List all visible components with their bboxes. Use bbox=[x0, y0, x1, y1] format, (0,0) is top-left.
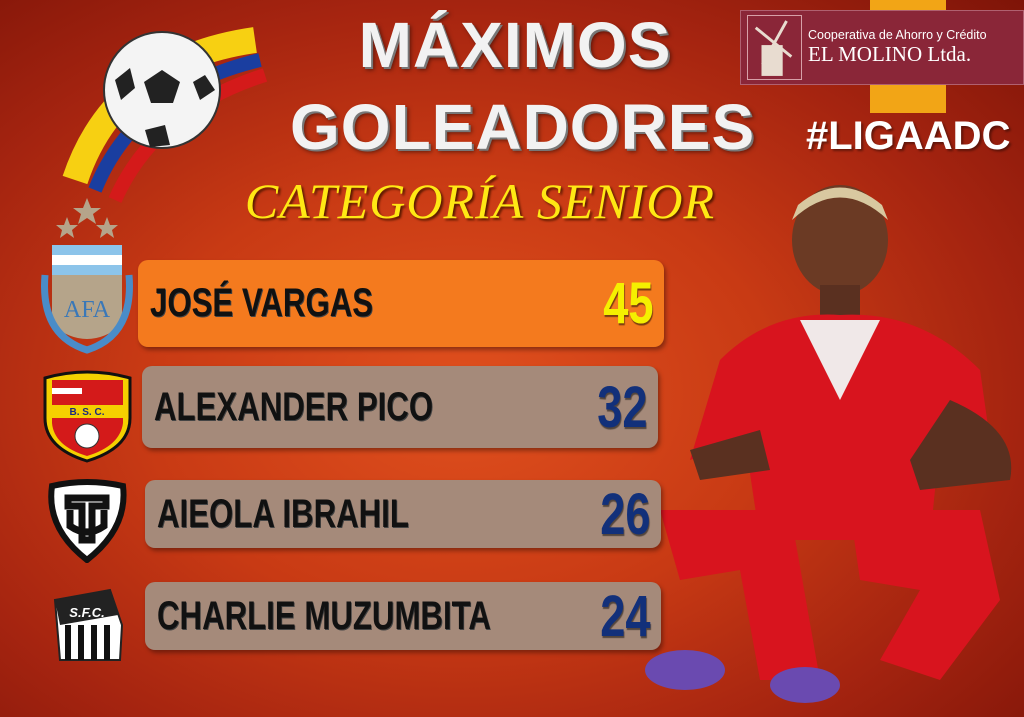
accent-bar bbox=[870, 85, 946, 113]
windmill-icon bbox=[747, 15, 802, 80]
scorer-row: ALEXANDER PICO 32 bbox=[142, 366, 658, 448]
accent-bar bbox=[870, 0, 946, 10]
title-line-1: MÁXIMOS bbox=[358, 9, 672, 81]
goal-count: 24 bbox=[600, 583, 651, 649]
sfc-crest-icon: S.F.C. bbox=[53, 588, 124, 661]
sponsor-line-2: EL MOLINO Ltda. bbox=[808, 42, 972, 66]
goal-count: 26 bbox=[600, 481, 651, 547]
svg-text:B. S. C.: B. S. C. bbox=[69, 407, 104, 418]
soccer-ball-icon bbox=[62, 27, 268, 203]
goal-count: 45 bbox=[603, 271, 654, 336]
player-photo bbox=[645, 185, 1012, 703]
player-name: AIEOLA IBRAHIL bbox=[157, 491, 409, 536]
player-name: ALEXANDER PICO bbox=[154, 384, 434, 429]
svg-text:AFA: AFA bbox=[64, 297, 111, 323]
hashtag: #LIGAADC bbox=[806, 114, 1011, 158]
subtitle: CATEGORÍA SENIOR bbox=[244, 173, 716, 229]
scorer-row: CHARLIE MUZUMBITA 24 bbox=[145, 582, 661, 650]
svg-text:S.F.C.: S.F.C. bbox=[69, 605, 104, 620]
player-name: JOSÉ VARGAS bbox=[150, 281, 374, 325]
title-line-2: GOLEADORES bbox=[290, 91, 756, 163]
afa-crest-icon: AFA bbox=[41, 198, 133, 354]
sponsor-logo: Cooperativa de Ahorro y Crédito EL MOLIN… bbox=[740, 10, 1024, 85]
sponsor-line-1: Cooperativa de Ahorro y Crédito bbox=[808, 28, 987, 42]
player-name: CHARLIE MUZUMBITA bbox=[157, 593, 491, 638]
goal-count: 32 bbox=[597, 374, 648, 440]
tu-crest-icon bbox=[48, 479, 127, 563]
scorer-row: JOSÉ VARGAS 45 bbox=[138, 260, 664, 347]
scorer-row: AIEOLA IBRAHIL 26 bbox=[145, 480, 661, 548]
bsc-crest-icon: B. S. C. bbox=[43, 370, 132, 463]
